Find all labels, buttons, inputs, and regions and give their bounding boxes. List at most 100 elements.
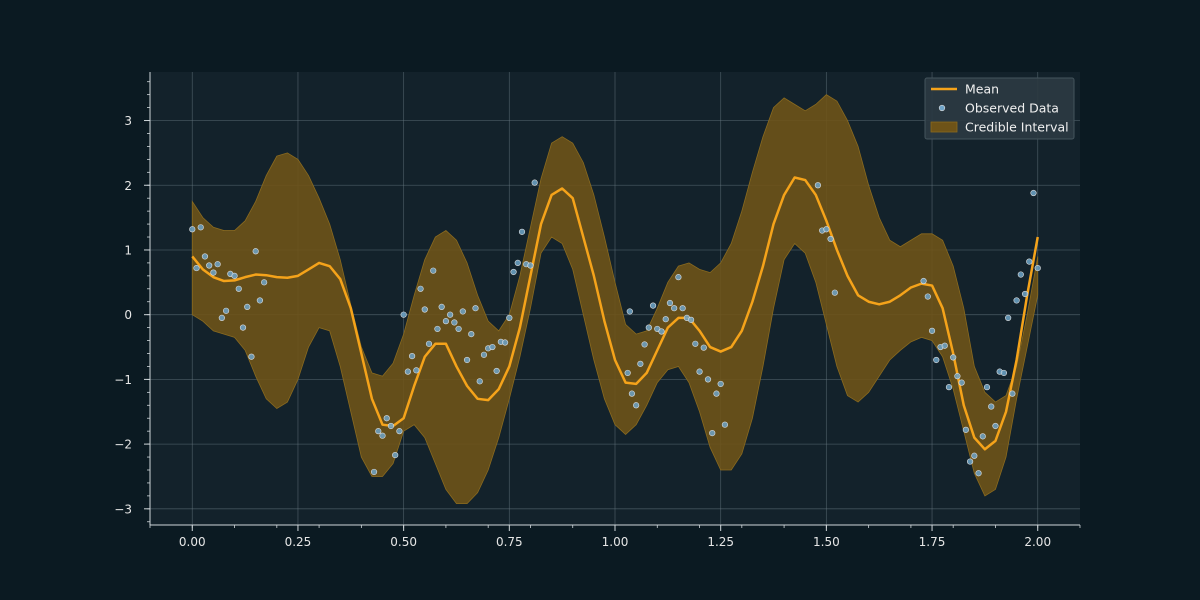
legend-label-mean: Mean <box>965 82 999 97</box>
observed-data-point <box>831 289 838 296</box>
observed-data-point <box>1017 271 1024 278</box>
observed-data-point <box>417 285 424 292</box>
observed-data-point <box>189 226 196 233</box>
observed-data-point <box>971 452 978 459</box>
observed-data-point <box>468 330 475 338</box>
observed-data-point <box>451 319 458 326</box>
legend-credible-swatch <box>930 121 958 133</box>
observed-data-point <box>210 269 217 276</box>
observed-data-point <box>1009 390 1016 397</box>
observed-data-point <box>531 179 538 186</box>
observed-data-point <box>370 468 378 476</box>
observed-data-point <box>248 353 255 360</box>
y-tick-label: 0 <box>124 308 132 322</box>
observed-data-point <box>950 354 957 361</box>
observed-data-point <box>637 360 644 367</box>
observed-data-point <box>425 340 433 347</box>
observed-data-point <box>413 367 420 374</box>
observed-data-point <box>649 302 657 309</box>
legend-label-observed-data: Observed Data <box>965 101 1059 116</box>
observed-data-point <box>823 226 830 233</box>
observed-data-point <box>641 341 648 348</box>
observed-data-point <box>687 316 695 323</box>
observed-data-point <box>261 279 268 286</box>
observed-data-point <box>447 311 454 318</box>
observed-data-point <box>480 351 488 358</box>
observed-data-point <box>945 384 953 391</box>
observed-data-point <box>626 308 633 315</box>
y-tick-label: 1 <box>124 243 132 257</box>
observed-data-point <box>527 262 534 269</box>
credible-interval-band <box>191 94 1039 505</box>
observed-data-point <box>992 422 999 430</box>
observed-data-point <box>645 324 652 331</box>
x-tick-label: 1.50 <box>813 535 840 549</box>
observed-data-point <box>383 415 390 422</box>
observed-data-point <box>472 305 479 312</box>
observed-data-point <box>408 353 416 360</box>
observed-data-point <box>392 452 399 459</box>
observed-data-point <box>476 378 483 385</box>
observed-data-point <box>721 421 729 428</box>
x-tick-label: 1.00 <box>602 535 629 549</box>
x-tick-label: 2.00 <box>1024 535 1051 549</box>
observed-data-point <box>941 342 948 349</box>
observed-data-point <box>387 422 395 430</box>
x-tick-label: 0.00 <box>179 535 206 549</box>
observed-data-point <box>231 272 238 279</box>
observed-data-point <box>493 367 500 375</box>
observed-data-point <box>696 368 703 375</box>
observed-data-point <box>704 376 712 383</box>
observed-data-point <box>988 403 995 410</box>
observed-data-point <box>679 305 686 312</box>
observed-data-point <box>193 264 200 272</box>
observed-data-point <box>962 426 969 433</box>
observed-data-point <box>624 369 631 377</box>
observed-data-point <box>197 224 204 231</box>
y-tick-label: 2 <box>124 179 132 193</box>
legend-observed-swatch <box>938 104 946 112</box>
x-tick-label: 0.50 <box>390 535 417 549</box>
legend-box <box>924 77 1075 140</box>
observed-data-point <box>434 325 441 333</box>
x-tick-label: 1.75 <box>919 535 946 549</box>
y-tick-label: −2 <box>114 438 132 452</box>
credible-interval-layer <box>191 94 1039 505</box>
observed-data-point <box>633 402 640 409</box>
observed-data-point <box>510 268 517 276</box>
mean-layer <box>191 176 1039 451</box>
legend: Mean Observed Data Credible Interval <box>924 77 1075 140</box>
observed-data-point <box>235 285 242 292</box>
observed-data-point <box>692 340 699 347</box>
observed-data-point <box>455 325 462 333</box>
x-tick-label: 0.25 <box>285 535 312 549</box>
observed-data-point <box>214 261 221 268</box>
x-tick-label: 0.75 <box>496 535 523 549</box>
observed-data-point <box>814 182 822 189</box>
observed-data-point <box>1021 290 1029 298</box>
observed-data-point <box>924 293 931 300</box>
observed-data-point <box>709 430 716 437</box>
observed-data-point <box>518 228 526 235</box>
observed-data-point <box>933 356 940 364</box>
observed-data-point <box>244 303 251 311</box>
observed-data-point <box>1030 189 1037 197</box>
observed-data-point <box>206 262 213 269</box>
observed-data-point <box>1013 297 1020 304</box>
observed-data-point <box>1034 264 1041 272</box>
observed-data-point <box>628 390 636 397</box>
observed-data-point <box>658 328 665 335</box>
observed-data-point <box>1000 369 1008 377</box>
observed-data-point <box>966 458 974 465</box>
observed-data-point <box>375 428 382 435</box>
observed-data-point <box>501 339 509 346</box>
observed-data-point <box>666 299 674 307</box>
observed-data-point <box>442 318 450 325</box>
observed-data-point <box>928 327 936 334</box>
observed-data-point <box>827 235 834 243</box>
observed-data-point <box>920 277 927 285</box>
observed-data-point <box>463 356 471 364</box>
y-tick-label: −3 <box>114 502 132 516</box>
observed-data-point <box>675 274 682 281</box>
